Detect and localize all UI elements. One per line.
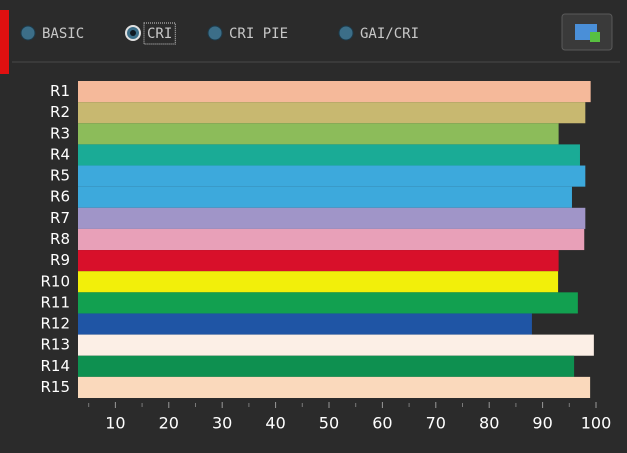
x-tick-label: 100 <box>581 414 612 433</box>
category-label: R10 <box>40 272 70 290</box>
edge-marker <box>0 10 9 74</box>
category-label: R3 <box>50 124 70 142</box>
bar <box>78 228 585 251</box>
bar <box>78 186 572 208</box>
category-label: R14 <box>40 357 70 375</box>
radio-button[interactable] <box>207 25 223 41</box>
category-label: R13 <box>40 336 70 354</box>
export-icon-arrow <box>590 32 600 42</box>
bar <box>78 376 591 398</box>
bar <box>78 271 559 293</box>
category-label: R12 <box>40 315 70 333</box>
category-label: R9 <box>50 251 70 269</box>
bar <box>78 355 575 377</box>
bar <box>78 144 580 166</box>
x-tick-label: 60 <box>372 414 392 433</box>
category-label: R15 <box>40 378 70 396</box>
radio-label[interactable]: GAI/CRI <box>360 26 419 42</box>
radio-label[interactable]: CRI PIE <box>229 26 288 42</box>
bar <box>78 313 532 335</box>
bar <box>78 102 586 124</box>
x-tick-label: 20 <box>159 414 179 433</box>
category-label: R11 <box>40 293 70 311</box>
x-tick-label: 70 <box>426 414 446 433</box>
category-label: R2 <box>50 103 70 121</box>
chart: R1 R2 R3 R4 R5 R6 R7 R8 R9 R10 R11 R12 R13 R14 R15 10 20… <box>40 81 611 433</box>
radio-label[interactable]: BASIC <box>42 26 84 42</box>
bar <box>78 334 594 356</box>
category-label: R7 <box>50 209 70 227</box>
x-tick-label: 50 <box>319 414 339 433</box>
focus-box <box>143 22 176 45</box>
bar <box>78 207 586 229</box>
x-tick-label: 80 <box>479 414 499 433</box>
radio-button[interactable] <box>20 25 36 41</box>
x-tick-label: 40 <box>265 414 285 433</box>
bar <box>78 123 559 145</box>
x-tick-label: 10 <box>105 414 125 433</box>
bar <box>78 250 559 272</box>
radio-label[interactable]: CRI <box>147 26 172 42</box>
x-tick-label: 90 <box>532 414 552 433</box>
bar <box>78 81 591 103</box>
category-label: R1 <box>50 82 70 100</box>
radio-button[interactable] <box>338 25 354 41</box>
category-label: R8 <box>50 230 70 248</box>
category-label: R4 <box>50 145 70 163</box>
category-label: R6 <box>50 188 70 206</box>
x-tick-label: 30 <box>212 414 232 433</box>
radio-dot <box>130 30 136 36</box>
bar <box>78 165 586 187</box>
toolbar: BASIC CRI CRI PIE GAI/CRI <box>20 22 419 45</box>
bar <box>78 292 578 314</box>
category-label: R5 <box>50 167 70 185</box>
